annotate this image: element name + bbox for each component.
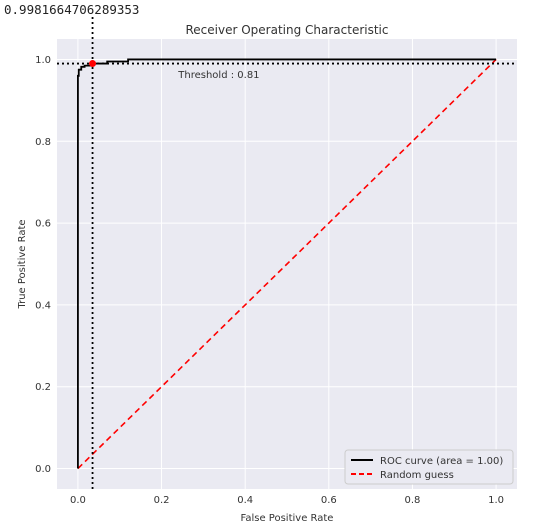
x-tick-label: 0.6 (321, 495, 337, 506)
threshold-annotation: Threshold : 0.81 (177, 70, 259, 81)
x-tick-label: 1.0 (488, 495, 504, 506)
x-tick-label: 0.0 (70, 495, 86, 506)
plot-series (57, 17, 517, 489)
roc-curve-line (77, 58, 497, 469)
threshold-point (89, 60, 97, 68)
cell-output-text: 0.9981664706289353 (4, 2, 140, 17)
y-tick-label: 0.8 (35, 137, 51, 148)
x-axis-label: False Positive Rate (241, 513, 334, 524)
y-tick-label: 0.0 (35, 464, 51, 475)
legend-random-label: Random guess (380, 470, 454, 481)
y-tick-label: 0.4 (35, 300, 51, 311)
x-tick-label: 0.4 (237, 495, 253, 506)
legend-box (344, 449, 514, 485)
x-tick-label: 0.8 (405, 495, 421, 506)
y-tick-label: 0.2 (35, 382, 51, 393)
chart-title: Receiver Operating Characteristic (185, 23, 388, 37)
legend-roc-label: ROC curve (area = 1.00) (380, 456, 503, 467)
x-tick-label: 0.2 (154, 495, 170, 506)
y-axis-label: True Positive Rate (17, 219, 28, 309)
legend: ROC curve (area = 1.00) Random guess (344, 449, 514, 485)
y-tick-label: 0.6 (35, 219, 51, 230)
y-tick-label: 1.0 (35, 55, 51, 66)
random-guess-line (77, 58, 497, 470)
tick-labels: 0.0 0.2 0.4 0.6 0.8 1.0 0.0 0.2 0.4 0.6 0.8 1.0 (35, 55, 504, 506)
